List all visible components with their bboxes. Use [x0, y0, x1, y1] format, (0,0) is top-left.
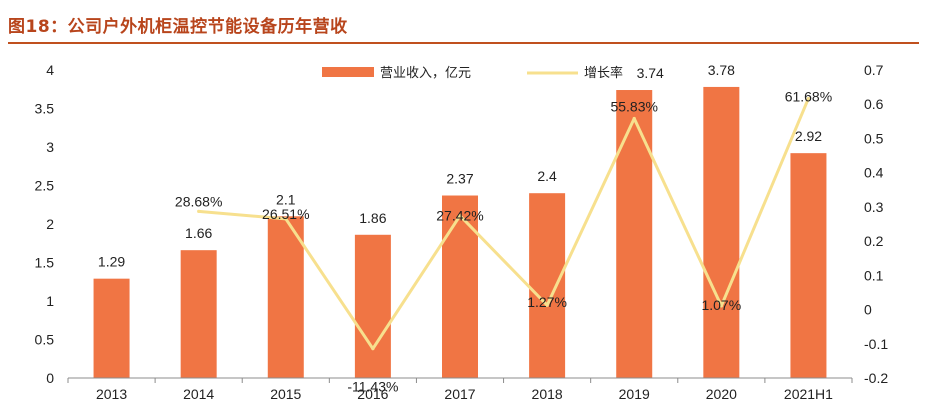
line-point: [371, 347, 375, 351]
bar-data-labels: 1.29 1.66 2.1 1.86 2.37 2.4 3.74 3.78 2.92: [98, 62, 822, 270]
line-point: [458, 214, 462, 218]
bar: [616, 90, 653, 379]
left-axis-tick-label: 1: [46, 293, 54, 309]
line-point: [806, 96, 811, 101]
right-axis-tick-label: 0.3: [864, 199, 884, 215]
line-value-label: 26.51%: [262, 206, 309, 222]
x-axis-tick-label: 2018: [532, 386, 563, 402]
left-axis-tick-label: 2: [46, 216, 54, 232]
bar: [703, 86, 740, 378]
line-point: [197, 209, 201, 214]
left-axis-tick-label: 0.5: [35, 332, 55, 348]
left-axis-tick-label: 1.5: [35, 255, 55, 271]
line-value-label: 1.07%: [701, 297, 741, 313]
right-axis-tick-label: 0.5: [864, 130, 884, 146]
x-axis-tick-label: 2013: [96, 386, 127, 402]
x-axis-tick-label: 2014: [183, 386, 214, 402]
right-axis-tick-label: -0.2: [864, 370, 888, 386]
right-axis-tick-label: -0.1: [864, 336, 888, 352]
line-series: [197, 96, 811, 351]
right-axis-tick-label: 0.4: [864, 165, 884, 181]
bar-value-label: 2.92: [795, 128, 822, 144]
bar-value-label: 3.74: [637, 65, 664, 81]
bar-value-label: 2.4: [537, 168, 557, 184]
legend-label-line: 增长率: [584, 65, 623, 81]
bar-value-label: 2.37: [446, 171, 473, 187]
line-value-label: 28.68%: [175, 193, 222, 209]
bar-value-label: 1.66: [185, 225, 212, 241]
right-y-axis: -0.2 -0.1 0 0.1 0.2 0.3 0.4 0.5 0.6 0.7: [864, 62, 888, 386]
bar: [790, 153, 827, 378]
bar: [529, 193, 566, 378]
bar: [180, 250, 217, 378]
legend-label-bar: 营业收入，亿元: [380, 66, 471, 81]
left-axis-tick-label: 4: [46, 62, 54, 78]
x-axis-tick-label: 2017: [444, 386, 475, 402]
left-axis-tick-label: 0: [46, 370, 54, 386]
title-underline: [8, 42, 919, 44]
right-axis-tick-label: 0: [864, 302, 872, 318]
right-axis-tick-label: 0.7: [864, 62, 884, 78]
x-axis: 2013 2014 2015 2016 2017 2018 2019 2020 2021H1: [67, 377, 853, 402]
left-axis-tick-label: 2.5: [35, 178, 55, 194]
bar: [354, 234, 391, 378]
growth-rate-line: [198, 97, 810, 351]
line-value-label: 61.68%: [785, 88, 832, 104]
bar-value-label: 3.78: [708, 62, 735, 78]
line-point: [719, 304, 723, 308]
x-axis-tick-label: 2021H1: [784, 386, 833, 402]
line-value-label: 55.83%: [610, 98, 657, 114]
line-value-label: 27.42%: [436, 208, 483, 224]
line-point: [284, 217, 288, 221]
left-axis-tick-label: 3: [46, 139, 54, 155]
line-value-label: 1.27%: [527, 294, 567, 310]
left-axis-tick-label: 3.5: [35, 101, 55, 117]
line-point: [632, 116, 636, 121]
right-axis-tick-label: 0.2: [864, 233, 884, 249]
bar: [93, 278, 130, 378]
line-point: [545, 303, 549, 307]
right-axis-tick-label: 0.6: [864, 96, 884, 112]
line-value-label: -11.43%: [347, 379, 398, 395]
left-y-axis: 0 0.5 1 1.5 2 2.5 3 3.5 4: [35, 62, 55, 386]
x-axis-tick-label: 2015: [270, 386, 301, 402]
bar-value-label: 1.86: [359, 210, 386, 226]
line-data-labels: 28.68% 26.51% -11.43% 27.42% 1.27% 55.83% 1.07…: [175, 88, 832, 394]
x-axis-tick-label: 2019: [619, 386, 650, 402]
x-axis-tick-label: 2020: [706, 386, 737, 402]
bar-value-label: 2.1: [276, 191, 296, 207]
x-axis-tick-label: 2016: [357, 386, 388, 402]
chart-title: 图18：公司户外机柜温控节能设备历年营收: [8, 17, 348, 37]
legend: 营业收入，亿元 增长率: [322, 65, 623, 81]
bar: [267, 216, 304, 378]
bar-series: [93, 86, 827, 379]
right-axis-tick-label: 0.1: [864, 267, 884, 283]
bar-value-label: 1.29: [98, 254, 125, 270]
legend-swatch-bar: [322, 67, 374, 77]
